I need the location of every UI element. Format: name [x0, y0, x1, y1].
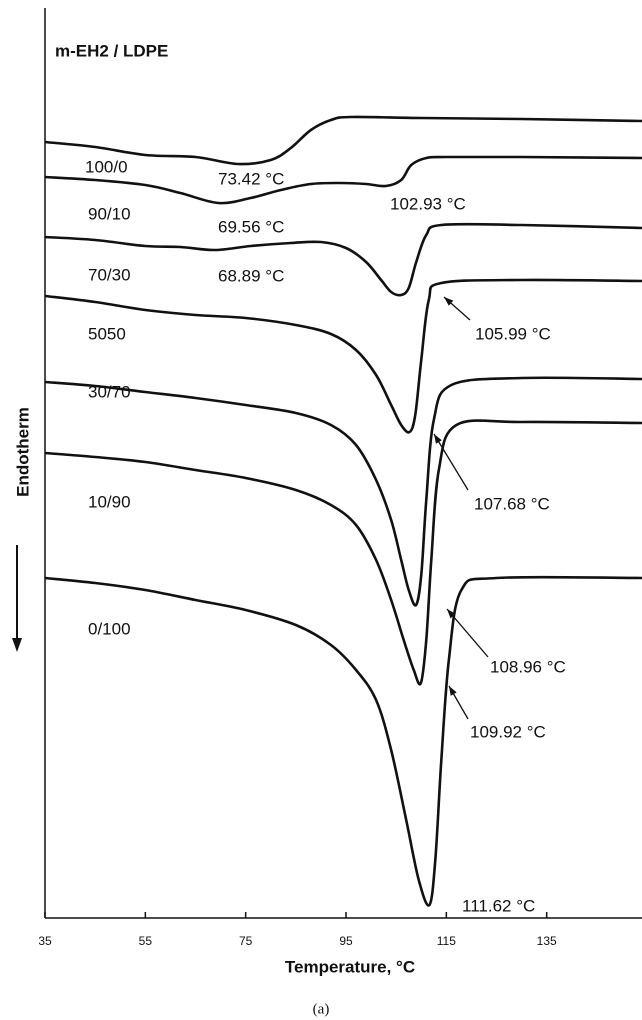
peak-annotation: 107.68 °C — [474, 494, 550, 513]
peak-annotation: 108.96 °C — [490, 657, 566, 676]
chart-title: m-EH2 / LDPE — [55, 41, 168, 60]
peak-annotation: 68.89 °C — [218, 266, 284, 285]
peak-annotation: 102.93 °C — [390, 194, 466, 213]
dsc-curve — [44, 575, 642, 907]
series-label: 90/10 — [88, 204, 131, 223]
annotation-arrowhead — [449, 686, 457, 696]
series-label: 70/30 — [88, 265, 131, 284]
dsc-curve — [44, 155, 642, 205]
peak-annotation: 73.42 °C — [218, 169, 284, 188]
x-axis-label: Temperature, °C — [285, 957, 415, 976]
dsc-curve — [44, 278, 642, 434]
dsc-curve — [44, 376, 642, 607]
annotation-arrow — [433, 433, 469, 491]
dsc-curve — [44, 115, 642, 166]
annotation-arrowhead — [447, 609, 456, 619]
x-tick-label: 135 — [537, 934, 557, 948]
dsc-curve — [44, 222, 642, 297]
annotation-arrow — [446, 608, 489, 658]
x-tick-label: 115 — [437, 934, 456, 948]
x-tick-label: 35 — [38, 934, 52, 948]
dsc-curve — [44, 419, 642, 686]
peak-annotation: 109.92 °C — [470, 722, 546, 741]
y-axis-label: Endotherm — [13, 407, 32, 497]
series-label: 100/0 — [85, 157, 128, 176]
annotation-arrowhead — [444, 297, 454, 306]
series-label: 30/70 — [88, 382, 131, 401]
peak-annotation: 69.56 °C — [218, 217, 284, 236]
caption: (a) — [313, 1001, 330, 1017]
peak-annotation: 111.62 °C — [462, 896, 535, 915]
peak-annotation: 105.99 °C — [475, 324, 551, 343]
series-label: 0/100 — [88, 619, 131, 638]
x-tick-label: 95 — [339, 934, 353, 948]
series-label: 10/90 — [88, 492, 131, 511]
x-tick-label: 75 — [239, 934, 253, 948]
x-tick-label: 55 — [139, 934, 153, 948]
annotation-arrowhead — [434, 434, 442, 444]
series-label: 5050 — [88, 324, 126, 343]
direction-arrowhead — [12, 638, 22, 652]
